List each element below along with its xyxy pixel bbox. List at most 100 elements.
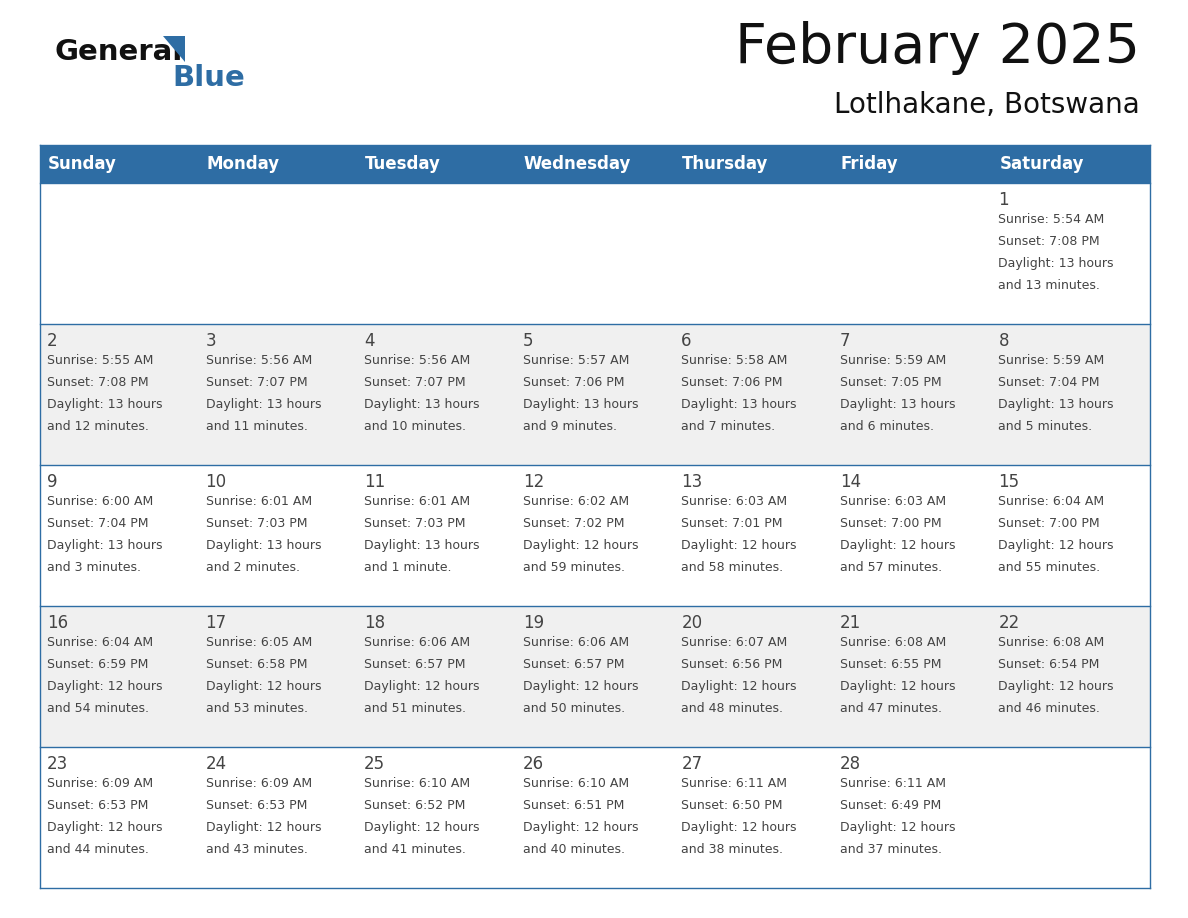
Text: 5: 5 [523, 332, 533, 350]
Text: 9: 9 [48, 473, 57, 491]
Text: Daylight: 12 hours: Daylight: 12 hours [840, 821, 955, 834]
Text: 12: 12 [523, 473, 544, 491]
Text: Blue: Blue [172, 64, 245, 92]
Text: Sunset: 7:08 PM: Sunset: 7:08 PM [48, 376, 148, 389]
Text: Sunday: Sunday [48, 155, 116, 173]
Text: and 53 minutes.: and 53 minutes. [206, 702, 308, 715]
Text: 7: 7 [840, 332, 851, 350]
Text: 15: 15 [998, 473, 1019, 491]
Text: Sunset: 6:58 PM: Sunset: 6:58 PM [206, 658, 307, 671]
Text: Sunrise: 6:06 AM: Sunrise: 6:06 AM [365, 636, 470, 649]
Text: Daylight: 12 hours: Daylight: 12 hours [48, 680, 163, 693]
Text: 10: 10 [206, 473, 227, 491]
Text: Sunset: 6:56 PM: Sunset: 6:56 PM [681, 658, 783, 671]
Text: Daylight: 12 hours: Daylight: 12 hours [998, 539, 1114, 552]
Text: and 51 minutes.: and 51 minutes. [365, 702, 466, 715]
Text: Daylight: 12 hours: Daylight: 12 hours [681, 539, 797, 552]
Polygon shape [163, 36, 185, 62]
Text: and 12 minutes.: and 12 minutes. [48, 420, 148, 433]
Text: Sunset: 7:03 PM: Sunset: 7:03 PM [365, 517, 466, 530]
Text: Lotlhakane, Botswana: Lotlhakane, Botswana [834, 91, 1140, 119]
Text: Daylight: 13 hours: Daylight: 13 hours [206, 539, 321, 552]
Text: General: General [55, 38, 183, 66]
Text: Sunrise: 6:10 AM: Sunrise: 6:10 AM [523, 777, 628, 790]
Text: Daylight: 13 hours: Daylight: 13 hours [681, 398, 797, 411]
Text: and 3 minutes.: and 3 minutes. [48, 561, 141, 574]
Text: Daylight: 13 hours: Daylight: 13 hours [523, 398, 638, 411]
Text: Sunset: 7:01 PM: Sunset: 7:01 PM [681, 517, 783, 530]
Text: Daylight: 12 hours: Daylight: 12 hours [523, 539, 638, 552]
Text: Wednesday: Wednesday [524, 155, 631, 173]
Text: Sunrise: 6:04 AM: Sunrise: 6:04 AM [998, 495, 1105, 508]
Text: Sunrise: 5:55 AM: Sunrise: 5:55 AM [48, 354, 153, 367]
Text: Sunrise: 6:08 AM: Sunrise: 6:08 AM [840, 636, 946, 649]
Text: Daylight: 12 hours: Daylight: 12 hours [206, 680, 321, 693]
Text: Tuesday: Tuesday [365, 155, 441, 173]
Text: 27: 27 [681, 755, 702, 773]
Text: and 43 minutes.: and 43 minutes. [206, 843, 308, 856]
Text: Sunset: 7:02 PM: Sunset: 7:02 PM [523, 517, 624, 530]
Text: Daylight: 13 hours: Daylight: 13 hours [840, 398, 955, 411]
Text: Sunrise: 5:59 AM: Sunrise: 5:59 AM [840, 354, 946, 367]
Text: 18: 18 [365, 614, 385, 632]
Text: Sunrise: 6:11 AM: Sunrise: 6:11 AM [681, 777, 788, 790]
Text: and 57 minutes.: and 57 minutes. [840, 561, 942, 574]
Text: and 54 minutes.: and 54 minutes. [48, 702, 148, 715]
Text: Sunrise: 6:08 AM: Sunrise: 6:08 AM [998, 636, 1105, 649]
Text: Sunset: 7:04 PM: Sunset: 7:04 PM [48, 517, 148, 530]
Text: Sunset: 7:08 PM: Sunset: 7:08 PM [998, 235, 1100, 248]
Text: Sunset: 6:53 PM: Sunset: 6:53 PM [48, 799, 148, 812]
Text: 25: 25 [365, 755, 385, 773]
Text: Sunrise: 6:09 AM: Sunrise: 6:09 AM [48, 777, 153, 790]
Text: Sunset: 6:55 PM: Sunset: 6:55 PM [840, 658, 941, 671]
Text: 6: 6 [681, 332, 691, 350]
Text: Daylight: 12 hours: Daylight: 12 hours [523, 821, 638, 834]
Text: Sunrise: 5:59 AM: Sunrise: 5:59 AM [998, 354, 1105, 367]
Text: Sunrise: 6:07 AM: Sunrise: 6:07 AM [681, 636, 788, 649]
Bar [358, 145, 516, 183]
Text: Daylight: 12 hours: Daylight: 12 hours [681, 680, 797, 693]
Text: February 2025: February 2025 [735, 21, 1140, 75]
Text: Friday: Friday [841, 155, 898, 173]
Text: and 58 minutes.: and 58 minutes. [681, 561, 783, 574]
Text: Sunset: 6:59 PM: Sunset: 6:59 PM [48, 658, 148, 671]
Text: Sunset: 7:06 PM: Sunset: 7:06 PM [523, 376, 624, 389]
Text: Sunrise: 5:57 AM: Sunrise: 5:57 AM [523, 354, 630, 367]
Text: Daylight: 12 hours: Daylight: 12 hours [365, 680, 480, 693]
Text: Sunrise: 6:04 AM: Sunrise: 6:04 AM [48, 636, 153, 649]
Text: Saturday: Saturday [999, 155, 1083, 173]
Text: Sunrise: 5:54 AM: Sunrise: 5:54 AM [998, 213, 1105, 226]
Bar [40, 465, 1150, 606]
Text: Sunrise: 6:05 AM: Sunrise: 6:05 AM [206, 636, 311, 649]
Text: and 13 minutes.: and 13 minutes. [998, 279, 1100, 292]
Text: and 37 minutes.: and 37 minutes. [840, 843, 942, 856]
Text: Sunset: 6:50 PM: Sunset: 6:50 PM [681, 799, 783, 812]
Text: Sunset: 6:53 PM: Sunset: 6:53 PM [206, 799, 307, 812]
Text: Sunset: 6:54 PM: Sunset: 6:54 PM [998, 658, 1100, 671]
Text: Monday: Monday [207, 155, 279, 173]
Text: Sunset: 7:04 PM: Sunset: 7:04 PM [998, 376, 1100, 389]
Text: Daylight: 12 hours: Daylight: 12 hours [48, 821, 163, 834]
Text: and 10 minutes.: and 10 minutes. [365, 420, 466, 433]
Bar [992, 145, 1150, 183]
Text: Sunset: 7:07 PM: Sunset: 7:07 PM [206, 376, 308, 389]
Text: 16: 16 [48, 614, 68, 632]
Text: Sunset: 6:51 PM: Sunset: 6:51 PM [523, 799, 624, 812]
Text: Sunrise: 6:09 AM: Sunrise: 6:09 AM [206, 777, 311, 790]
Text: Sunset: 7:06 PM: Sunset: 7:06 PM [681, 376, 783, 389]
Text: Daylight: 13 hours: Daylight: 13 hours [998, 257, 1114, 270]
Text: Sunrise: 6:03 AM: Sunrise: 6:03 AM [681, 495, 788, 508]
Text: and 6 minutes.: and 6 minutes. [840, 420, 934, 433]
Text: Sunrise: 6:01 AM: Sunrise: 6:01 AM [365, 495, 470, 508]
Bar [40, 747, 1150, 888]
Text: Sunset: 7:03 PM: Sunset: 7:03 PM [206, 517, 307, 530]
Bar [40, 324, 1150, 465]
Text: 11: 11 [365, 473, 385, 491]
Text: Sunrise: 6:03 AM: Sunrise: 6:03 AM [840, 495, 946, 508]
Text: 24: 24 [206, 755, 227, 773]
Text: Sunset: 7:05 PM: Sunset: 7:05 PM [840, 376, 941, 389]
Text: Daylight: 12 hours: Daylight: 12 hours [365, 821, 480, 834]
Text: and 40 minutes.: and 40 minutes. [523, 843, 625, 856]
Text: and 5 minutes.: and 5 minutes. [998, 420, 1093, 433]
Text: Sunrise: 5:56 AM: Sunrise: 5:56 AM [206, 354, 311, 367]
